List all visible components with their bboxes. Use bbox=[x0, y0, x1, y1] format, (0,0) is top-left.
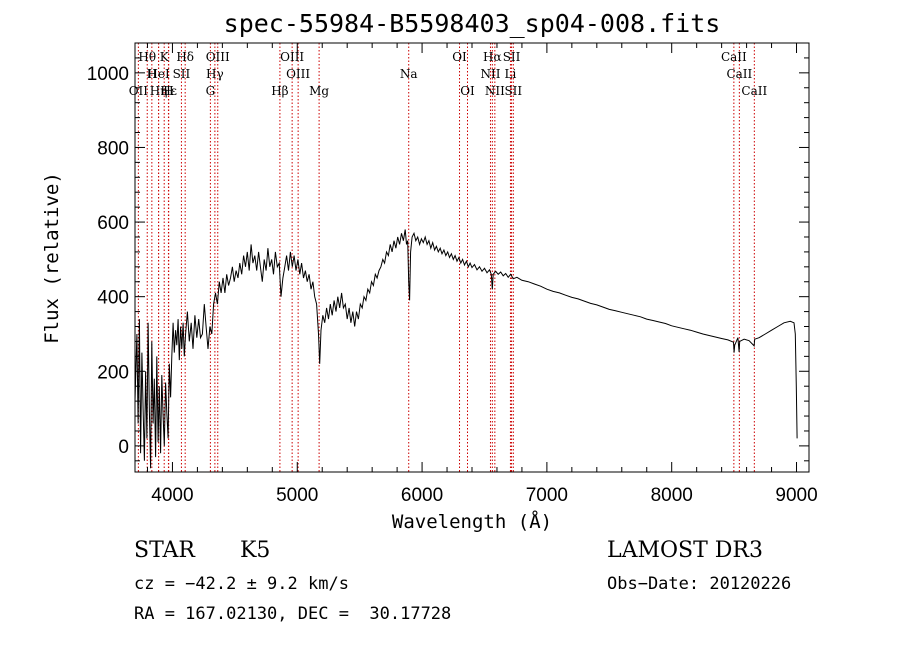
spectral-line-label-24: Mg bbox=[309, 84, 329, 98]
y-tick-label-200: 200 bbox=[97, 362, 129, 383]
survey-name: LAMOST DR3 bbox=[607, 538, 763, 563]
spectral-line-label-22: G bbox=[206, 84, 216, 98]
spectral-line-label-19: Hε bbox=[160, 84, 177, 98]
x-tick-label-4000: 4000 bbox=[151, 485, 193, 506]
y-axis-label: Flux (relative) bbox=[41, 172, 63, 344]
object-subclass: K5 bbox=[240, 538, 271, 563]
spectral-line-label-0: Hθ bbox=[138, 50, 156, 64]
sky-coordinates: RA = 167.02130, DEC = 30.17728 bbox=[134, 604, 452, 624]
y-tick-label-400: 400 bbox=[97, 288, 129, 309]
spectral-line-label-18: OII bbox=[129, 84, 149, 98]
x-tick-label-8000: 8000 bbox=[651, 485, 693, 506]
axis-ticks bbox=[135, 43, 809, 472]
x-tick-labels: 4000 5000 6000 7000 8000 9000 bbox=[151, 485, 817, 506]
spectral-line-label-11: SII bbox=[173, 67, 191, 81]
spectrum-line bbox=[134, 229, 798, 469]
spectral-line-label-25: OI bbox=[460, 84, 475, 98]
spectral-line-label-6: Hα bbox=[483, 50, 502, 64]
spectral-line-label-28: CaII bbox=[741, 84, 767, 98]
spectral-line-label-14: Na bbox=[400, 67, 418, 81]
object-class: STAR bbox=[134, 538, 195, 563]
spectral-line-markers bbox=[137, 43, 755, 472]
spectral-line-label-21: H bbox=[163, 84, 173, 98]
chart-title: spec-55984-B5598403_sp04-008.fits bbox=[224, 9, 721, 38]
spectral-line-label-3: OIII bbox=[206, 50, 230, 64]
spectral-line-label-20: Hη bbox=[150, 84, 168, 98]
spectral-line-label-2: Hδ bbox=[176, 50, 194, 64]
x-tick-label-7000: 7000 bbox=[526, 485, 568, 506]
spectral-line-label-16: Li bbox=[505, 67, 517, 81]
x-tick-label-5000: 5000 bbox=[276, 485, 318, 506]
spectral-line-label-12: Hγ bbox=[206, 67, 224, 81]
spectral-line-label-26: NII bbox=[485, 84, 505, 98]
spectral-line-label-5: OI bbox=[452, 50, 467, 64]
spectral-line-label-1: K bbox=[160, 50, 170, 64]
plot-frame bbox=[134, 42, 810, 473]
y-tick-label-600: 600 bbox=[97, 213, 129, 234]
spectral-line-label-13: OIII bbox=[286, 67, 310, 81]
redshift-velocity: cz = −42.2 ± 9.2 km/s bbox=[134, 574, 349, 594]
spectral-line-label-8: CaII bbox=[721, 50, 747, 64]
spectral-line-label-27: SII bbox=[504, 84, 522, 98]
spectral-line-label-9: H bbox=[147, 67, 157, 81]
spectral-line-label-10: HeI bbox=[147, 67, 170, 81]
observation-date: Obs−Date: 20120226 bbox=[607, 574, 792, 594]
x-axis-label: Wavelength (Å) bbox=[392, 510, 552, 533]
x-tick-label-6000: 6000 bbox=[401, 485, 443, 506]
x-tick-label-9000: 9000 bbox=[775, 485, 817, 506]
spectral-line-label-17: CaII bbox=[726, 67, 752, 81]
y-tick-label-800: 800 bbox=[97, 138, 129, 159]
spectral-line-label-4: OIII bbox=[280, 50, 304, 64]
y-tick-label-0: 0 bbox=[118, 437, 129, 458]
spectral-line-label-15: NII bbox=[480, 67, 500, 81]
spectral-line-label-23: Hβ bbox=[271, 84, 288, 98]
y-tick-labels: 0 200 400 600 800 1000 bbox=[87, 64, 129, 458]
spectral-line-label-7: SII bbox=[503, 50, 521, 64]
y-tick-label-1000: 1000 bbox=[87, 64, 129, 85]
